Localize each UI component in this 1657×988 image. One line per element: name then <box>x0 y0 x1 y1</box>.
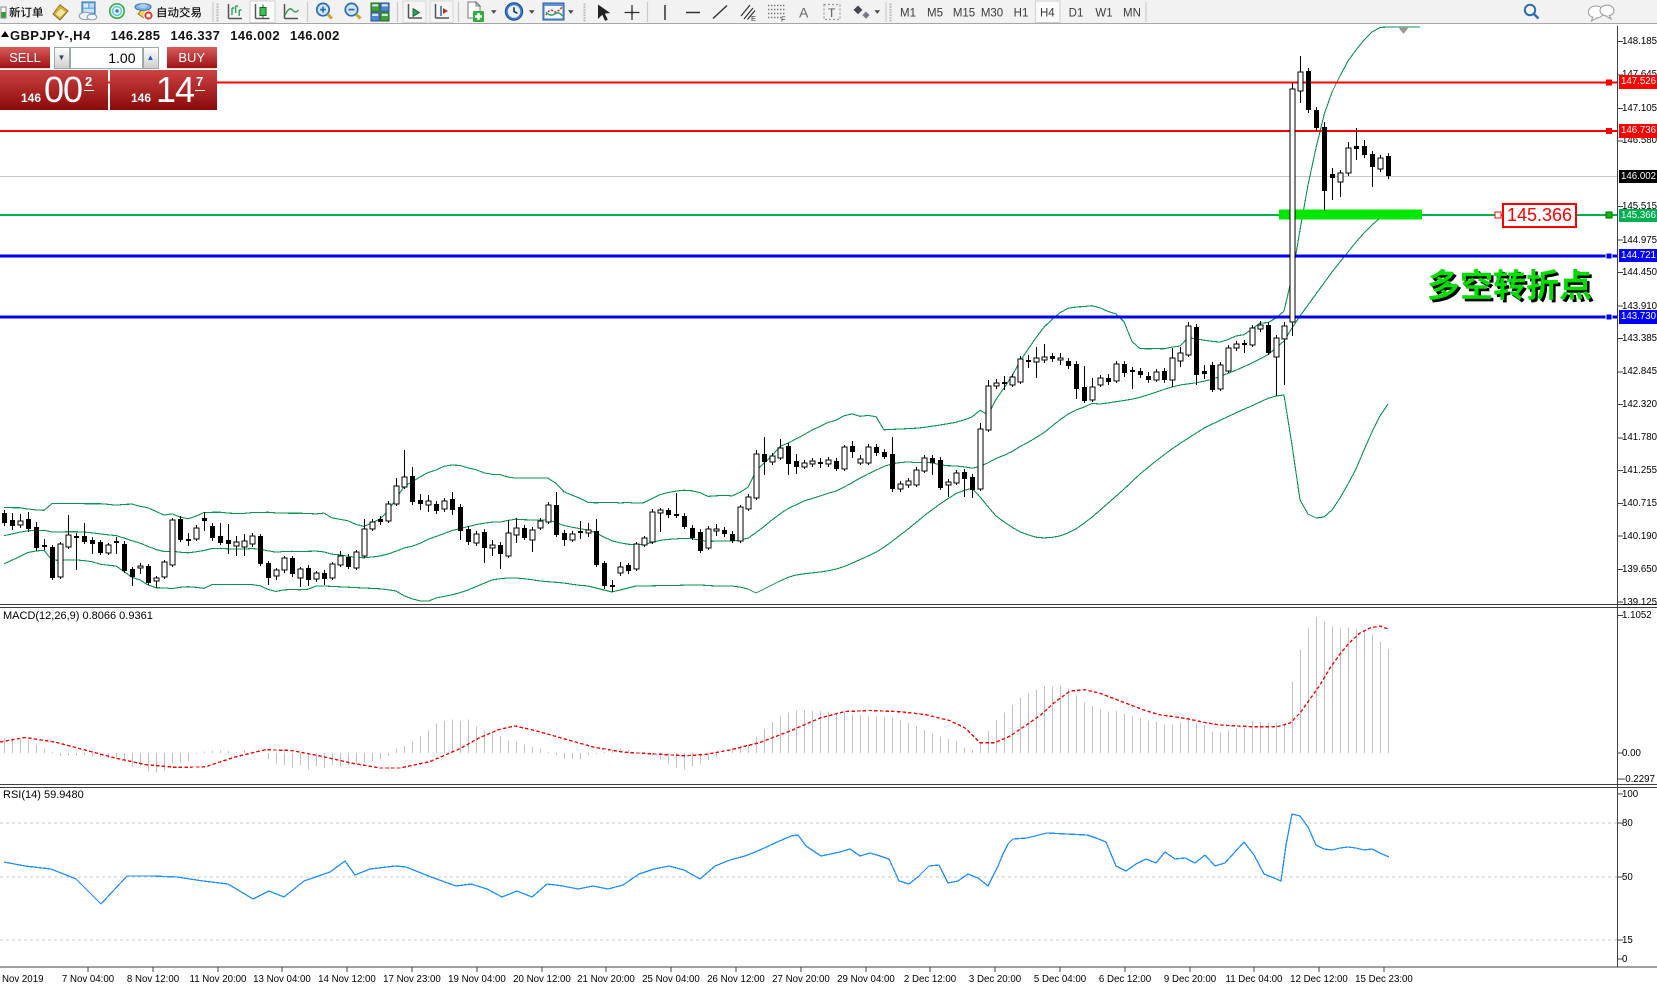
svg-text:D1: D1 <box>1069 8 1084 20</box>
svg-text:M30: M30 <box>981 8 1003 20</box>
svg-text:M15: M15 <box>953 8 975 20</box>
svg-text:T: T <box>828 6 836 20</box>
svg-text:W1: W1 <box>1095 8 1112 20</box>
svg-text:M5: M5 <box>927 8 943 20</box>
svg-text:MN: MN <box>1123 8 1141 20</box>
svg-text:F: F <box>781 15 786 24</box>
svg-text:H1: H1 <box>1014 8 1029 20</box>
svg-text:M1: M1 <box>900 8 916 20</box>
svg-text:E: E <box>751 14 756 23</box>
svg-text:H4: H4 <box>1040 8 1055 20</box>
svg-text:A: A <box>799 5 809 21</box>
